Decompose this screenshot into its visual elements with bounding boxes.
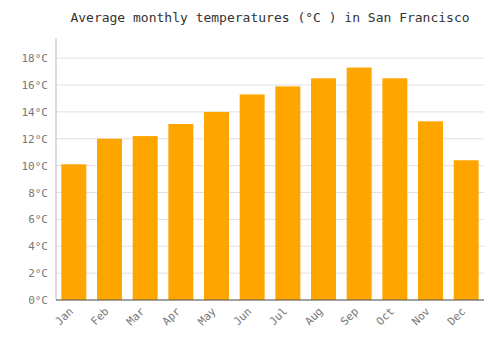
title: Average monthly temperatures (°C ) in Sa… bbox=[70, 10, 469, 25]
x-tick-label: Mar bbox=[124, 305, 148, 329]
bar bbox=[168, 124, 193, 300]
bar bbox=[347, 68, 372, 300]
y-tick-label: 14°C bbox=[22, 106, 49, 119]
grid-line bbox=[56, 58, 484, 59]
x-tick-label: Apr bbox=[160, 305, 184, 329]
grid-line bbox=[56, 85, 484, 86]
y-axis: 0°C 2°C 4°C 6°C 8°C 10°C 12°C 14°C 16°C 18°C bbox=[22, 38, 485, 307]
bar bbox=[61, 164, 86, 300]
y-tick-label: 0°C bbox=[28, 294, 48, 307]
bar bbox=[382, 78, 407, 300]
x-tick-label: Feb bbox=[88, 305, 111, 328]
x-tick-label: May bbox=[195, 305, 219, 329]
y-tick-label: 4°C bbox=[28, 240, 48, 253]
grid-line bbox=[56, 111, 484, 112]
y-tick-label: 12°C bbox=[22, 133, 49, 146]
grid-line bbox=[56, 300, 484, 301]
bar bbox=[133, 136, 158, 300]
x-tick-label: Jun bbox=[231, 305, 254, 328]
bars bbox=[61, 68, 478, 300]
y-tick-label: 6°C bbox=[28, 213, 48, 226]
x-tick-label: Sep bbox=[338, 305, 361, 328]
x-axis: Jan Feb Mar Apr May Jun Jul Aug Sep Oct Nov Dec bbox=[53, 300, 484, 328]
y-tick-label: 2°C bbox=[28, 267, 48, 280]
bar bbox=[240, 94, 265, 300]
bar bbox=[204, 112, 229, 300]
y-axis-line bbox=[56, 38, 57, 300]
y-tick-label: 18°C bbox=[22, 52, 49, 65]
y-tick-label: 10°C bbox=[22, 160, 49, 173]
x-axis-line bbox=[56, 300, 484, 301]
y-tick-label: 8°C bbox=[28, 187, 48, 200]
bar bbox=[454, 160, 479, 300]
x-tick-label: Dec bbox=[445, 305, 468, 328]
x-tick-label: Jan bbox=[53, 305, 76, 328]
bar bbox=[311, 78, 336, 300]
x-tick-label: Jul bbox=[267, 305, 290, 328]
chart-svg: Average monthly temperatures (°C ) in Sa… bbox=[0, 0, 500, 350]
page: {"chart_data": {"type": "bar", "title": … bbox=[0, 0, 500, 350]
y-tick-label: 16°C bbox=[22, 79, 49, 92]
bar bbox=[275, 86, 300, 300]
x-tick-label: Nov bbox=[409, 305, 433, 329]
x-tick-label: Oct bbox=[374, 305, 397, 328]
x-tick-label: Aug bbox=[302, 305, 325, 328]
bar bbox=[418, 121, 443, 300]
chart-container: Average monthly temperatures (°C ) in Sa… bbox=[0, 0, 500, 350]
bar bbox=[97, 139, 122, 300]
